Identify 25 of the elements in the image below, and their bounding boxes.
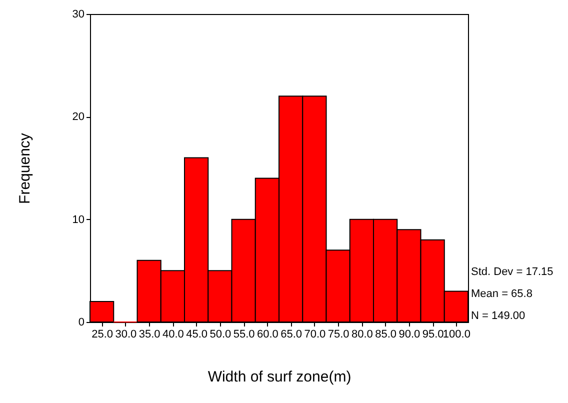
x-tick-label: 75.0 [328,328,350,340]
text: Mean = 65.8 [471,288,532,300]
y-tick-label: 30 [72,8,84,20]
x-tick-label: 65.0 [280,328,302,340]
x-axis-title: Width of surf zone(m) [208,368,352,386]
x-tick-label: 100.0 [442,328,470,340]
x-tick-label: 45.0 [186,328,208,340]
x-tick-label: 95.0 [422,328,444,340]
y-tick-label: 20 [72,111,84,124]
x-tick-label: 55.0 [233,328,255,340]
y-tick-label: 0 [78,316,84,328]
x-tick-label: 85.0 [375,328,397,340]
x-tick-label: 50.0 [210,328,232,340]
text: N = 149.00 [471,310,526,322]
x-tick-label: 35.0 [138,328,160,340]
y-axis-title: Frequency [16,132,34,204]
x-tick-label: 90.0 [398,328,420,340]
x-tick-label: 25.0 [92,328,114,340]
text: Std. Dev = 17.15 [471,266,554,278]
y-tick-label: 10 [72,214,84,226]
x-tick-label: 80.0 [351,328,373,340]
x-tick-label: 40.0 [162,328,184,340]
x-tick-label: 60.0 [256,328,278,340]
x-tick-label: 30.0 [115,328,137,340]
x-tick-label: 70.0 [304,328,326,340]
